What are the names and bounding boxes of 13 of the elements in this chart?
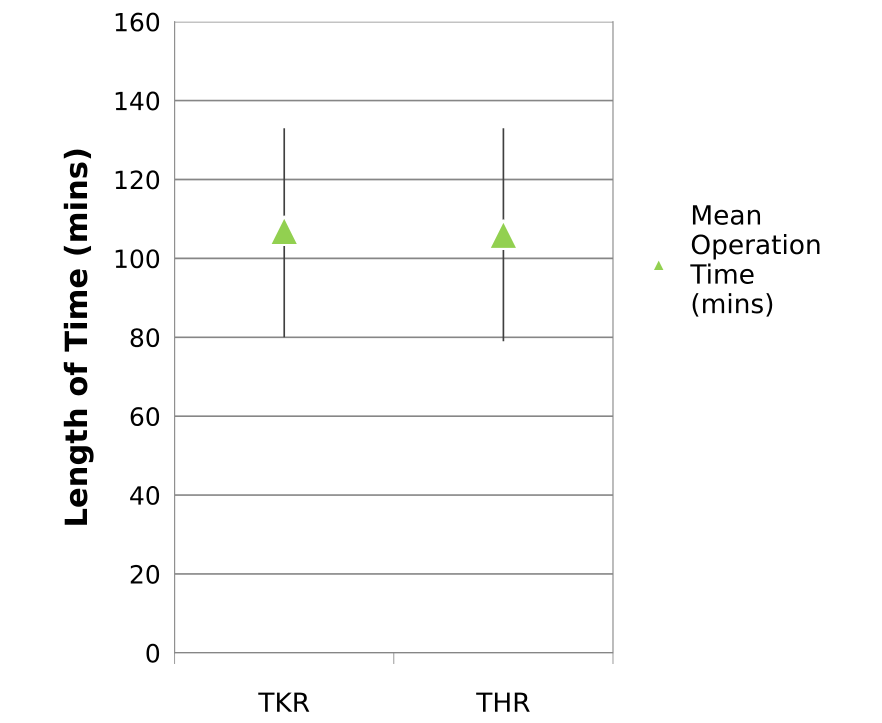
x-tick-label: TKR bbox=[258, 692, 310, 712]
y-tick-label: 120 bbox=[116, 170, 160, 190]
y-tick-label: 160 bbox=[116, 12, 160, 32]
y-axis-title: Length of Time (mins) bbox=[64, 150, 94, 525]
y-tick-label: 20 bbox=[130, 564, 160, 584]
y-tick-label: 100 bbox=[116, 249, 160, 268]
y-tick-label: 80 bbox=[130, 328, 160, 348]
legend-label: Mean Operation Time (mins) bbox=[690, 205, 820, 317]
x-tick-label: THR bbox=[476, 692, 530, 712]
y-tick-label: 140 bbox=[116, 92, 160, 110]
y-tick-label: 40 bbox=[130, 486, 160, 505]
y-tick-label: 60 bbox=[130, 407, 160, 426]
y-tick-label: 0 bbox=[146, 644, 160, 663]
